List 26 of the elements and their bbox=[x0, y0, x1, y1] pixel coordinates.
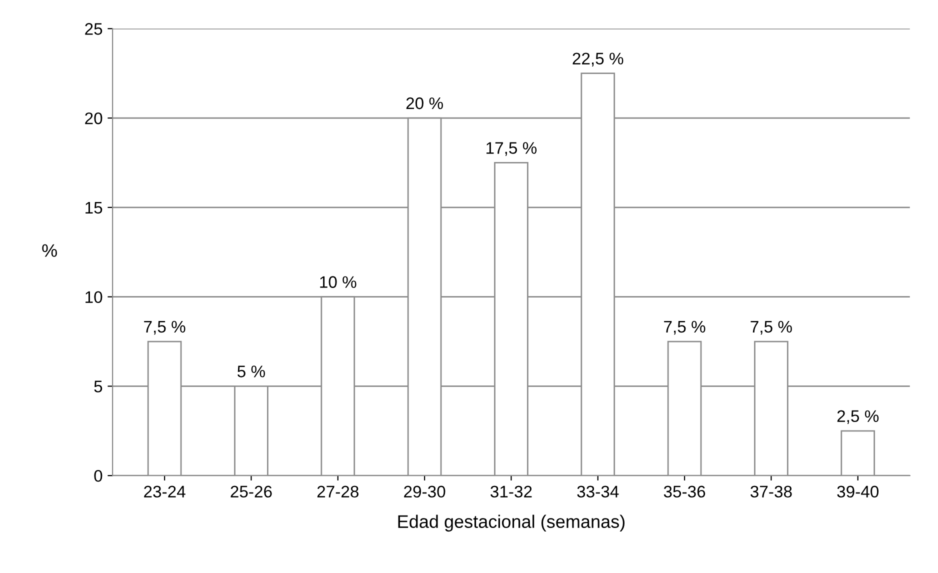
x-axis-title: Edad gestacional (semanas) bbox=[398, 514, 625, 532]
y-tick-label: 0 bbox=[94, 470, 102, 482]
data-label: 20 % bbox=[406, 97, 443, 110]
x-tick-label: 37-38 bbox=[750, 486, 792, 498]
x-tick-label: 35-36 bbox=[664, 486, 706, 498]
y-tick-label: 25 bbox=[85, 23, 102, 35]
y-tick-label: 20 bbox=[85, 112, 102, 124]
x-tick-label: 25-26 bbox=[230, 486, 272, 498]
x-tick-label: 27-28 bbox=[317, 486, 358, 498]
data-label: 2,5 % bbox=[837, 410, 879, 424]
x-tick-label: 29-30 bbox=[404, 486, 446, 498]
x-tick-label: 31-32 bbox=[490, 486, 532, 498]
x-tick-label: 23-24 bbox=[144, 486, 186, 498]
data-label: 10 % bbox=[320, 276, 356, 288]
data-label: 17,5 % bbox=[486, 142, 537, 156]
x-tick-label: 33-34 bbox=[577, 486, 619, 498]
data-label: 7,5 % bbox=[144, 320, 186, 335]
y-axis-title: % bbox=[42, 244, 57, 257]
y-tick-label: 5 bbox=[94, 380, 102, 392]
y-tick-label: 15 bbox=[86, 202, 102, 214]
x-tick-label: 39-40 bbox=[837, 486, 879, 498]
data-label: 7,5 % bbox=[750, 320, 792, 335]
y-tick-label: 10 bbox=[86, 291, 102, 304]
data-label: 5 % bbox=[238, 366, 265, 378]
data-label: 7,5 % bbox=[664, 320, 706, 335]
data-label: 22,5 % bbox=[572, 52, 624, 66]
